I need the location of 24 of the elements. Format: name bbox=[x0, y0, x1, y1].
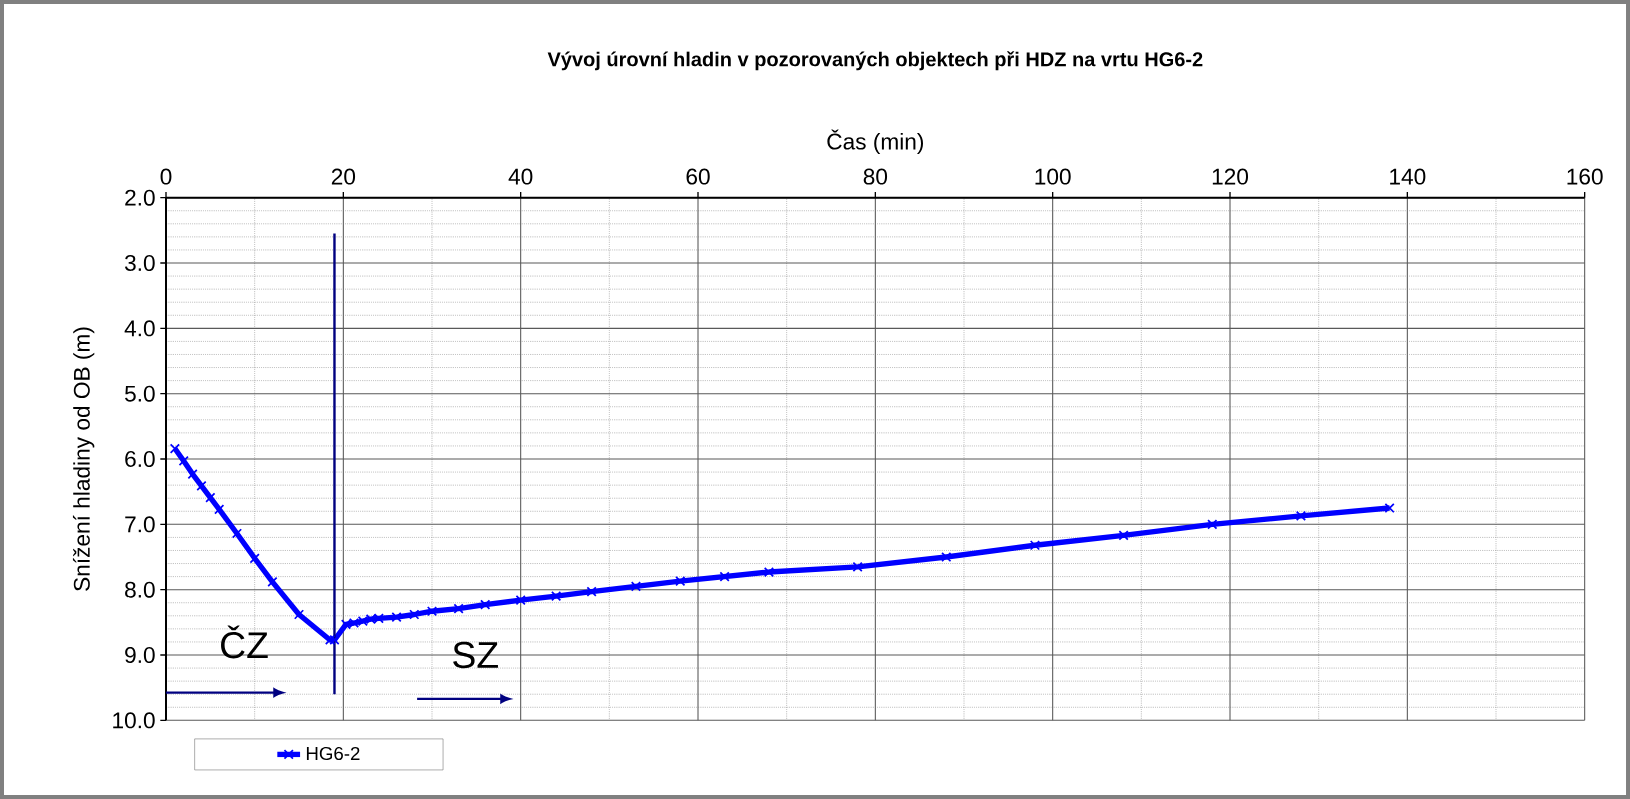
x-tick-label: 100 bbox=[1035, 168, 1071, 185]
x-tick-label: 40 bbox=[508, 168, 533, 185]
x-tick-label: 160 bbox=[1567, 168, 1603, 185]
y-tick-label: 5.0 bbox=[124, 385, 155, 402]
x-tick-label: 60 bbox=[686, 168, 710, 185]
y-tick-label: 6.0 bbox=[125, 450, 155, 468]
annotation: ČZ bbox=[221, 625, 268, 659]
y-tick-label: 9.0 bbox=[125, 646, 155, 664]
y-axis-title: Snížení hladiny od OB (m) bbox=[72, 327, 95, 591]
y-tick-label: 4.0 bbox=[124, 320, 155, 337]
legend-label: HG6-2 bbox=[306, 746, 360, 761]
y-tick-label: 10.0 bbox=[113, 712, 155, 729]
y-tick-label: 8.0 bbox=[125, 581, 155, 598]
annotation: SZ bbox=[453, 641, 498, 669]
x-tick-label: 80 bbox=[863, 168, 888, 185]
x-tick-label: 120 bbox=[1212, 168, 1249, 185]
x-axis-title: Čas (min) bbox=[827, 129, 924, 155]
x-tick-label: 140 bbox=[1390, 168, 1426, 185]
y-tick-label: 7.0 bbox=[125, 516, 155, 533]
y-tick-label: 3.0 bbox=[124, 254, 155, 272]
y-tick-label: 2.0 bbox=[125, 189, 155, 206]
x-tick-label: 0 bbox=[160, 168, 172, 185]
x-tick-label: 20 bbox=[331, 168, 356, 185]
chart-title: Vývoj úrovní hladin v pozorovaných objektech při HDZ na vrtu HG6-2 bbox=[547, 51, 1203, 71]
